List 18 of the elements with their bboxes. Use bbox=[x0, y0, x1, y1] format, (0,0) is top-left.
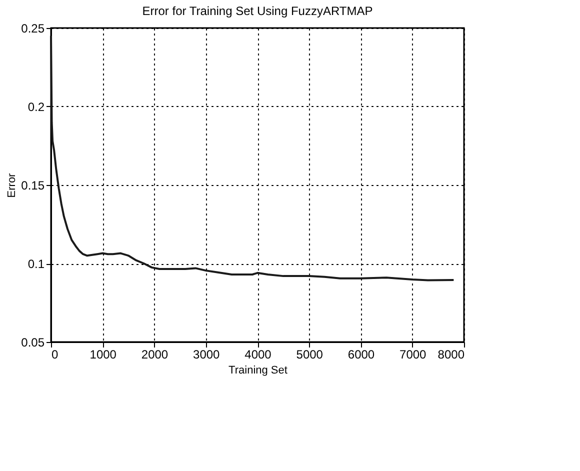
y-tick-label: 0.05 bbox=[21, 336, 45, 350]
x-axis-title: Training Set bbox=[228, 364, 288, 376]
line-series bbox=[50, 34, 455, 282]
y-tick-label: 0.2 bbox=[28, 100, 45, 114]
x-tick-label: 1000 bbox=[90, 348, 117, 362]
x-tick-label: 7000 bbox=[400, 348, 427, 362]
y-tick-label: 0.1 bbox=[28, 257, 45, 271]
x-tick-label: 0 bbox=[52, 348, 58, 362]
chart-title: Error for Training Set Using FuzzyARTMAP bbox=[142, 4, 373, 18]
x-tick-label: 8000 bbox=[438, 348, 465, 362]
x-tick-label: 5000 bbox=[296, 348, 324, 362]
x-tick-label: 6000 bbox=[348, 348, 375, 362]
x-tick-label: 2000 bbox=[141, 348, 168, 362]
x-tick-label: 3000 bbox=[193, 348, 220, 362]
y-tick-label: 0.15 bbox=[21, 178, 45, 192]
x-tick-label: 4000 bbox=[244, 348, 272, 362]
y-axis-title: Error bbox=[6, 172, 18, 198]
y-tick-label: 0.25 bbox=[21, 22, 45, 36]
